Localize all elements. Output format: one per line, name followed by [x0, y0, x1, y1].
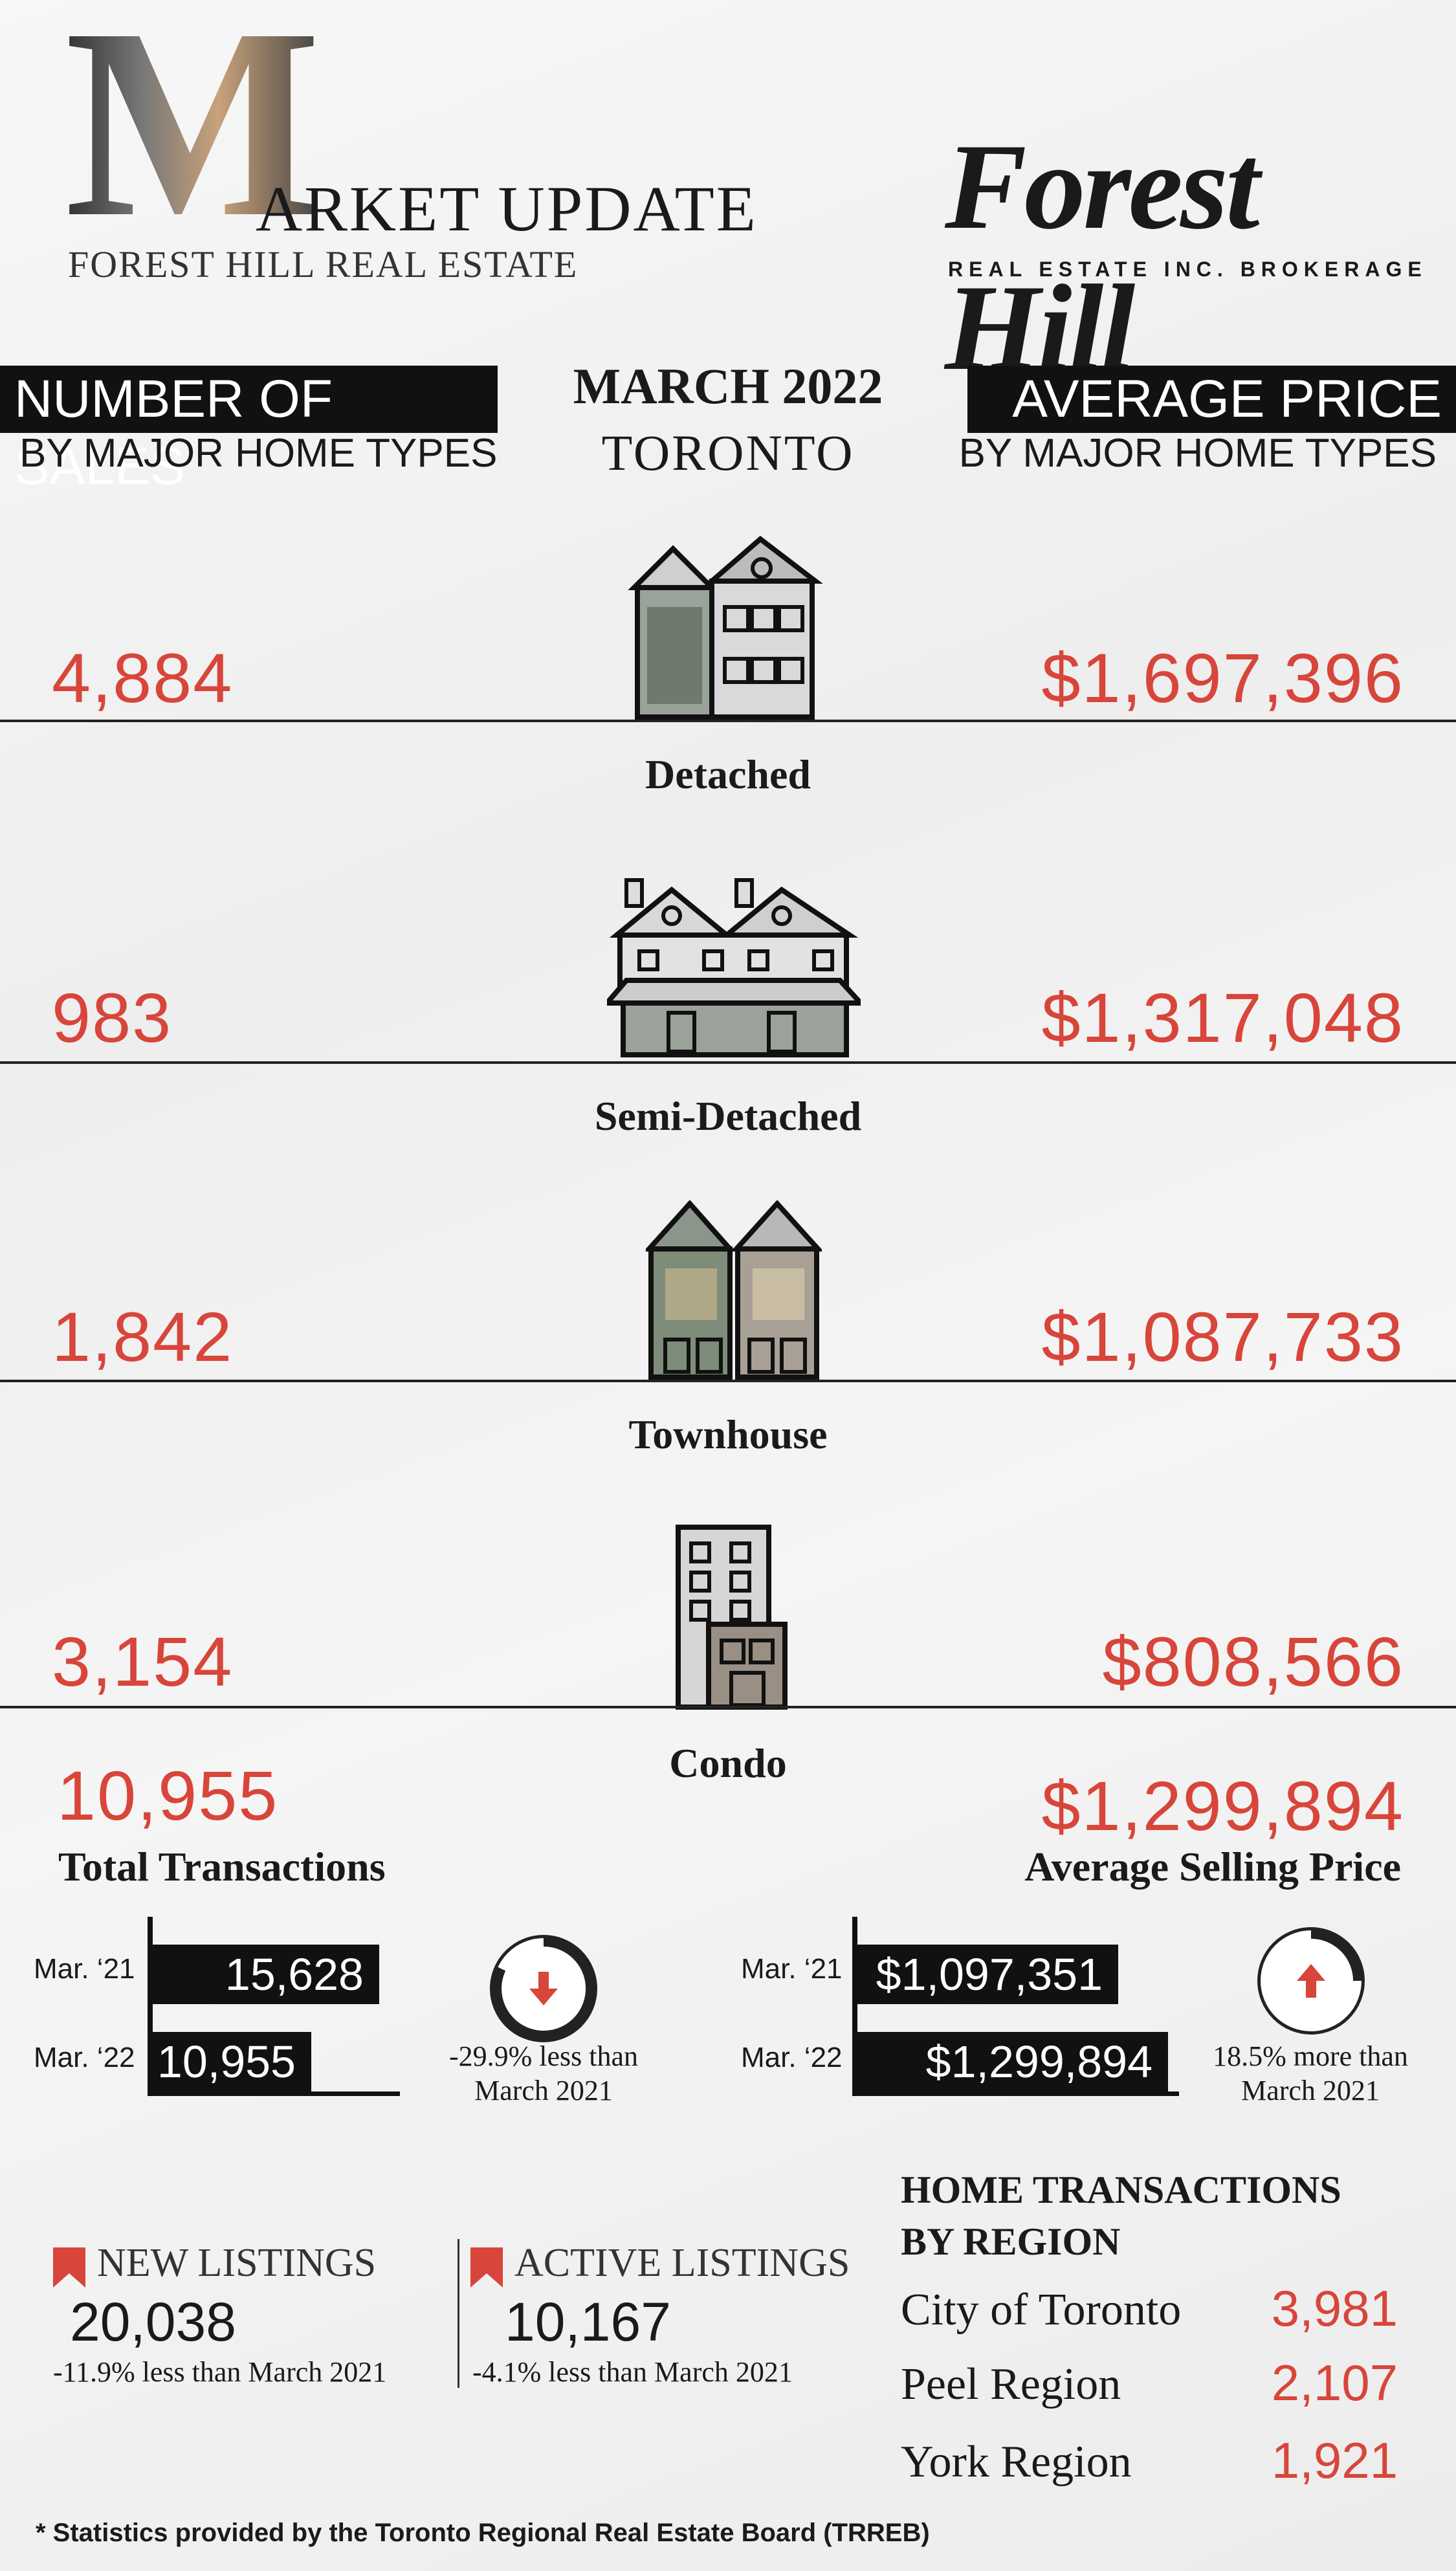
semi-detached-price: $1,317,048 — [1041, 978, 1404, 1057]
price-year1-bar: $1,097,351 — [857, 1945, 1118, 2004]
header-subtitle: FOREST HILL REAL ESTATE — [68, 243, 579, 285]
sales-progress-ring — [491, 1936, 597, 2041]
townhouse-icon — [646, 1200, 822, 1380]
report-city: TORONTO — [601, 425, 855, 481]
price-year1-label: Mar. ‘21 — [741, 1953, 843, 1985]
region-name-peel: Peel Region — [901, 2359, 1121, 2409]
price-progress-ring — [1310, 1928, 1363, 1981]
sales-year2-label: Mar. ‘22 — [34, 2042, 135, 2073]
townhouse-sales: 1,842 — [52, 1297, 234, 1376]
sales-change-indicator — [490, 1935, 597, 2042]
average-selling-price-value: $1,299,894 — [1041, 1767, 1404, 1845]
region-value-toronto: 3,981 — [1271, 2280, 1398, 2337]
sales-bars-axis — [148, 1917, 153, 2095]
semi-detached-house-icon — [607, 878, 861, 1057]
market-update-title: ARKET UPDATE — [256, 173, 758, 245]
sales-year1-label: Mar. ‘21 — [34, 1953, 135, 1985]
sales-year2-bar: 10,955 — [153, 2032, 311, 2091]
sales-year1-bar: 15,628 — [153, 1945, 379, 2004]
region-name-york: York Region — [901, 2437, 1132, 2487]
condo-price: $808,566 — [1102, 1622, 1404, 1701]
price-bars-axis — [852, 1917, 857, 2095]
listings-divider — [458, 2239, 459, 2388]
new-listings-value: 20,038 — [70, 2291, 236, 2352]
active-listings-title: ACTIVE LISTINGS — [514, 2241, 850, 2285]
region-value-peel: 2,107 — [1271, 2354, 1398, 2411]
logo-m: M — [65, 0, 322, 273]
average-selling-price-label: Average Selling Price — [1024, 1844, 1401, 1890]
townhouse-divider — [0, 1380, 1456, 1382]
regions-title-line1: HOME TRANSACTIONS — [901, 2168, 1341, 2211]
new-listings-bookmark-icon — [53, 2247, 85, 2288]
price-bars-baseline — [852, 2091, 1179, 2096]
price-change-indicator — [1257, 1927, 1365, 2035]
detached-house-icon — [628, 536, 823, 720]
brand-subtitle: REAL ESTATE INC. BROKERAGE — [948, 258, 1428, 281]
arrow-down-icon — [529, 1972, 558, 2005]
footer-source-note: * Statistics provided by the Toronto Reg… — [36, 2519, 930, 2547]
left-subheading: BY MAJOR HOME TYPES — [19, 431, 498, 476]
total-transactions-value: 10,955 — [57, 1756, 279, 1835]
right-subheading: BY MAJOR HOME TYPES — [958, 431, 1437, 476]
regions-title-line2: BY REGION — [901, 2220, 1121, 2263]
detached-price: $1,697,396 — [1041, 639, 1404, 717]
townhouse-label: Townhouse — [628, 1411, 828, 1457]
townhouse-price: $1,087,733 — [1041, 1297, 1404, 1376]
active-listings-value: 10,167 — [505, 2291, 671, 2352]
detached-label: Detached — [645, 751, 811, 797]
price-year2-bar: $1,299,894 — [857, 2032, 1168, 2091]
sales-change-text-1: -29.9% less than — [448, 2040, 639, 2072]
condo-sales: 3,154 — [52, 1622, 234, 1701]
sales-bars-baseline — [148, 2091, 400, 2096]
condo-label: Condo — [669, 1740, 787, 1786]
new-listings-change: -11.9% less than March 2021 — [53, 2356, 387, 2388]
condo-divider — [0, 1706, 1456, 1708]
price-change-text-1: 18.5% more than — [1213, 2040, 1408, 2072]
sales-change-text-2: March 2021 — [474, 2075, 613, 2106]
active-listings-change: -4.1% less than March 2021 — [472, 2356, 793, 2388]
average-price-banner: AVERAGE PRICE — [967, 366, 1456, 433]
price-change-text-2: March 2021 — [1241, 2075, 1380, 2106]
active-listings-bookmark-icon — [470, 2247, 503, 2288]
price-year2-label: Mar. ‘22 — [741, 2042, 843, 2073]
new-listings-title: NEW LISTINGS — [97, 2241, 377, 2285]
region-name-toronto: City of Toronto — [901, 2285, 1182, 2335]
condo-building-icon — [676, 1525, 788, 1710]
report-month: MARCH 2022 — [573, 358, 883, 414]
total-transactions-label: Total Transactions — [58, 1844, 386, 1890]
semi-detached-divider — [0, 1061, 1456, 1064]
region-value-york: 1,921 — [1271, 2432, 1398, 2489]
arrow-up-icon — [1297, 1964, 1325, 1998]
number-of-sales-banner: NUMBER OF SALES — [0, 366, 498, 496]
semi-detached-sales: 983 — [52, 978, 173, 1057]
semi-detached-label: Semi-Detached — [594, 1093, 862, 1139]
detached-sales: 4,884 — [52, 639, 234, 717]
detached-divider — [0, 720, 1456, 722]
